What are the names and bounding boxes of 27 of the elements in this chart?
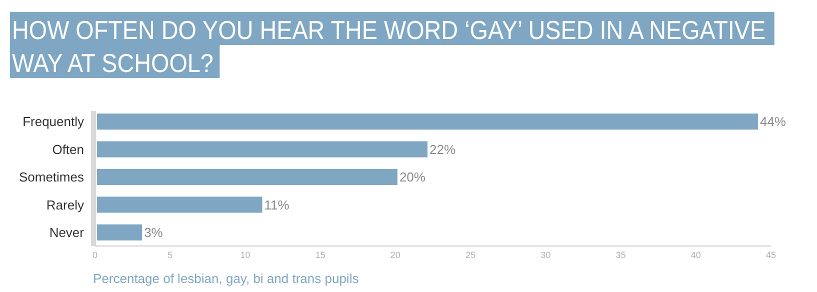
data-label: 20% <box>399 170 426 185</box>
y-tick-label: Often <box>52 142 84 157</box>
x-tick-label: 15 <box>315 250 326 260</box>
x-tick-label: 20 <box>390 250 400 260</box>
x-tick-label: 35 <box>616 250 626 260</box>
y-tick-label: Frequently <box>22 114 84 130</box>
bar <box>97 224 142 240</box>
x-tick-label: 25 <box>466 250 476 260</box>
x-tick-label: 45 <box>766 250 776 260</box>
y-tick-label: Sometimes <box>18 170 84 185</box>
data-label: 22% <box>429 142 456 157</box>
bar <box>97 141 428 158</box>
chart-title: HOW OFTEN DO YOU HEAR THE WORD ‘GAY’ USED IN A NEGATIVE WAY AT SCHOOL? <box>12 16 766 78</box>
data-label: 44% <box>760 114 786 130</box>
bar <box>97 114 758 130</box>
x-tick-label: 30 <box>540 250 551 260</box>
bar <box>97 168 398 186</box>
bar <box>97 196 262 213</box>
x-tick-label: 5 <box>168 250 173 260</box>
y-tick-label: Rarely <box>46 197 84 212</box>
x-tick-label: 10 <box>240 250 250 260</box>
x-tick-label: 40 <box>690 250 701 260</box>
data-label: 3% <box>144 224 164 240</box>
data-label: 11% <box>264 197 290 212</box>
x-axis-title: Percentage of lesbian, gay, bi and trans pupils <box>93 271 360 286</box>
x-tick-label: 0 <box>92 250 98 260</box>
y-tick-label: Never <box>49 224 85 240</box>
